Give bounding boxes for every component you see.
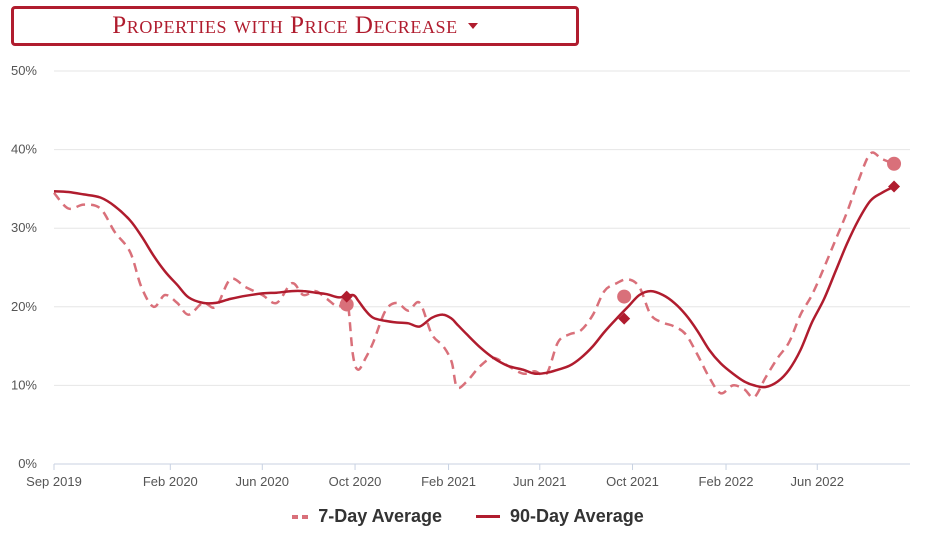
marker-90day bbox=[888, 180, 901, 193]
legend-item-90day[interactable]: 90-Day Average bbox=[475, 506, 644, 527]
chart-title: Properties with Price Decrease bbox=[112, 12, 458, 39]
marker-90day bbox=[618, 312, 631, 325]
x-axis-ticks: Sep 2019 Feb 2020 Jun 2020 Oct 2020 Feb 2021… bbox=[26, 464, 844, 489]
legend-item-7day[interactable]: 7-Day Average bbox=[292, 506, 442, 527]
legend-label-90day: 90-Day Average bbox=[509, 506, 644, 526]
legend-label-7day: 7-Day Average bbox=[318, 506, 442, 526]
marker-7day bbox=[339, 297, 354, 312]
y-axis-ticks: 0% 10% 20% 30% 40% 50% bbox=[11, 63, 37, 471]
chart-legend: 7-Day Average 90-Day Average bbox=[0, 506, 936, 527]
marker-7day bbox=[617, 289, 632, 304]
series-markers bbox=[339, 156, 902, 325]
caret-down-icon bbox=[467, 23, 478, 29]
x-tick-label: Oct 2020 bbox=[329, 474, 382, 489]
x-tick-label: Jun 2022 bbox=[791, 474, 845, 489]
y-tick-label: 40% bbox=[11, 142, 37, 157]
y-tick-label: 50% bbox=[11, 63, 37, 78]
marker-90day bbox=[340, 290, 353, 303]
y-tick-label: 20% bbox=[11, 299, 37, 314]
chart-selector-dropdown[interactable]: Properties with Price Decrease bbox=[11, 6, 579, 46]
x-tick-label: Jun 2021 bbox=[513, 474, 567, 489]
x-tick-label: Oct 2021 bbox=[606, 474, 659, 489]
x-tick-label: Feb 2022 bbox=[699, 474, 754, 489]
x-tick-label: Feb 2021 bbox=[421, 474, 476, 489]
legend-line-swatch bbox=[475, 515, 500, 518]
grid-lines bbox=[54, 70, 910, 465]
marker-7day bbox=[887, 156, 902, 171]
series-lines bbox=[53, 151, 895, 399]
y-tick-label: 10% bbox=[11, 377, 37, 392]
series-line-7day bbox=[53, 151, 895, 399]
y-tick-label: 0% bbox=[18, 456, 37, 471]
x-tick-label: Sep 2019 bbox=[26, 474, 82, 489]
x-tick-label: Feb 2020 bbox=[143, 474, 198, 489]
x-tick-label: Jun 2020 bbox=[236, 474, 290, 489]
line-chart: 0% 10% 20% 30% 40% 50% Sep 2019 Feb 2020 Jun 20… bbox=[11, 63, 910, 489]
series-line-90day bbox=[53, 185, 895, 389]
y-tick-label: 30% bbox=[11, 220, 37, 235]
legend-dash-swatch bbox=[292, 514, 309, 519]
